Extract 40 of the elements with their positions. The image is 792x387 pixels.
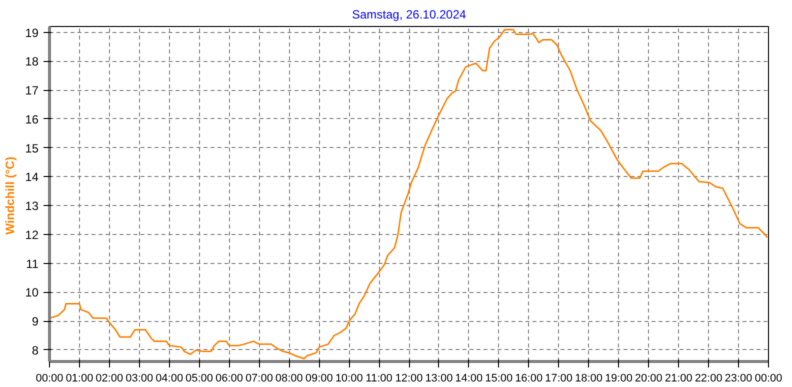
- y-tick-label: 13: [25, 199, 39, 214]
- x-tick-label: 06:00: [215, 372, 244, 384]
- x-tick-label: 04:00: [156, 372, 184, 384]
- y-tick-label: 9: [32, 314, 39, 329]
- x-tick-label: 12:00: [395, 372, 423, 384]
- x-tick-label: 08:00: [275, 372, 303, 384]
- y-tick-label: 12: [25, 228, 39, 242]
- x-tick-label: 00:00: [36, 372, 64, 384]
- x-tick-label: 23:00: [724, 372, 752, 384]
- y-tick-label: 15: [25, 141, 39, 156]
- y-tick-label: 14: [25, 170, 39, 184]
- x-tick-label: 00:00: [754, 372, 782, 384]
- x-tick-label: 20:00: [634, 372, 662, 384]
- x-tick-label: 15:00: [485, 372, 513, 384]
- line-series: [50, 28, 768, 360]
- x-tick-label: 18:00: [574, 372, 603, 384]
- x-tick-label: 13:00: [425, 372, 453, 384]
- x-tick-label: 03:00: [126, 372, 154, 384]
- x-tick-label: 16:00: [515, 372, 543, 384]
- x-tick-label: 07:00: [245, 372, 273, 384]
- x-tick-label: 22:00: [694, 372, 722, 384]
- y-tick-label: 8: [32, 343, 39, 358]
- y-tick-label: 19: [25, 26, 39, 40]
- y-tick-label: 18: [25, 54, 39, 69]
- x-tick-label: 14:00: [455, 372, 483, 384]
- x-tick-label: 21:00: [664, 372, 692, 384]
- y-tick-label: 11: [26, 256, 39, 271]
- x-tick-label: 17:00: [545, 372, 573, 384]
- x-tick-label: 19:00: [604, 372, 632, 384]
- y-tick-label: 16: [25, 112, 39, 126]
- x-tick-label: 11:00: [366, 372, 392, 384]
- x-tick-label: 01:00: [66, 372, 94, 384]
- x-tick-label: 02:00: [96, 372, 124, 384]
- y-axis-title: Windchill (°C): [3, 156, 18, 235]
- chart-title: Samstag, 26.10.2024: [352, 8, 466, 22]
- y-tick-label: 10: [25, 286, 39, 300]
- x-tick-label: 09:00: [305, 372, 333, 384]
- y-tick-label: 17: [25, 84, 39, 98]
- x-tick-label: 10:00: [335, 372, 363, 384]
- x-tick-label: 05:00: [186, 372, 214, 384]
